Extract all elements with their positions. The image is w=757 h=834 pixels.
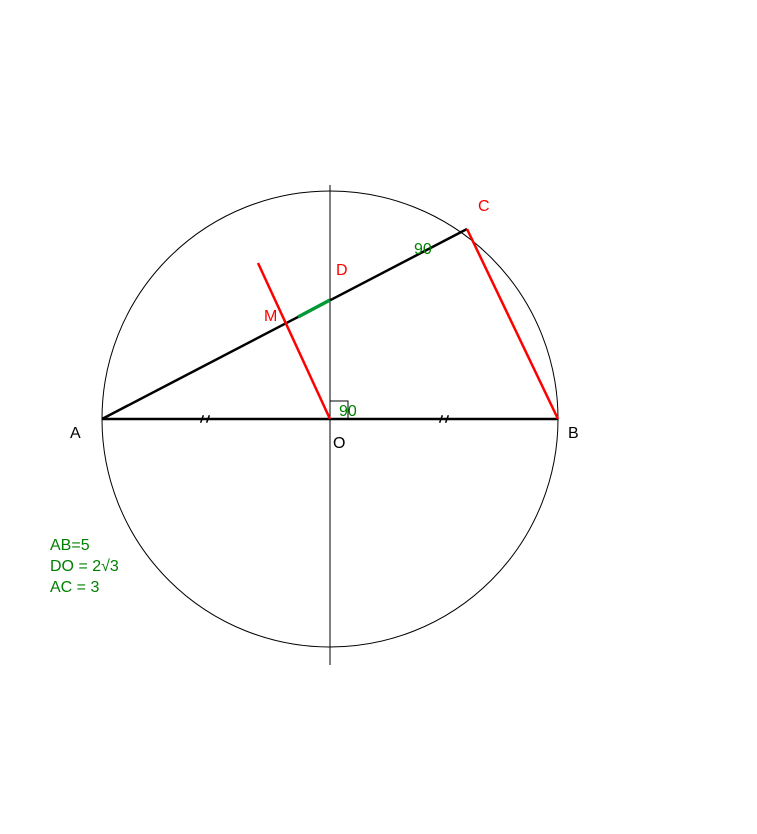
point-label-M: M [264, 308, 277, 326]
info-line-2: DO = 2√3 [50, 557, 119, 578]
info-block: AB=5 DO = 2√3 AC = 3 [50, 536, 119, 598]
point-label-A: A [70, 425, 81, 443]
info-line-3: AC = 3 [50, 578, 119, 599]
point-label-D: D [336, 262, 348, 280]
point-label-C: C [478, 198, 490, 216]
angle-label-1: 90 [339, 403, 357, 421]
info-line-1: AB=5 [50, 536, 119, 557]
point-label-O: O [333, 435, 345, 453]
geometry-diagram [0, 0, 757, 834]
angle-label-0: 90 [414, 241, 432, 259]
point-label-B: B [568, 425, 579, 443]
